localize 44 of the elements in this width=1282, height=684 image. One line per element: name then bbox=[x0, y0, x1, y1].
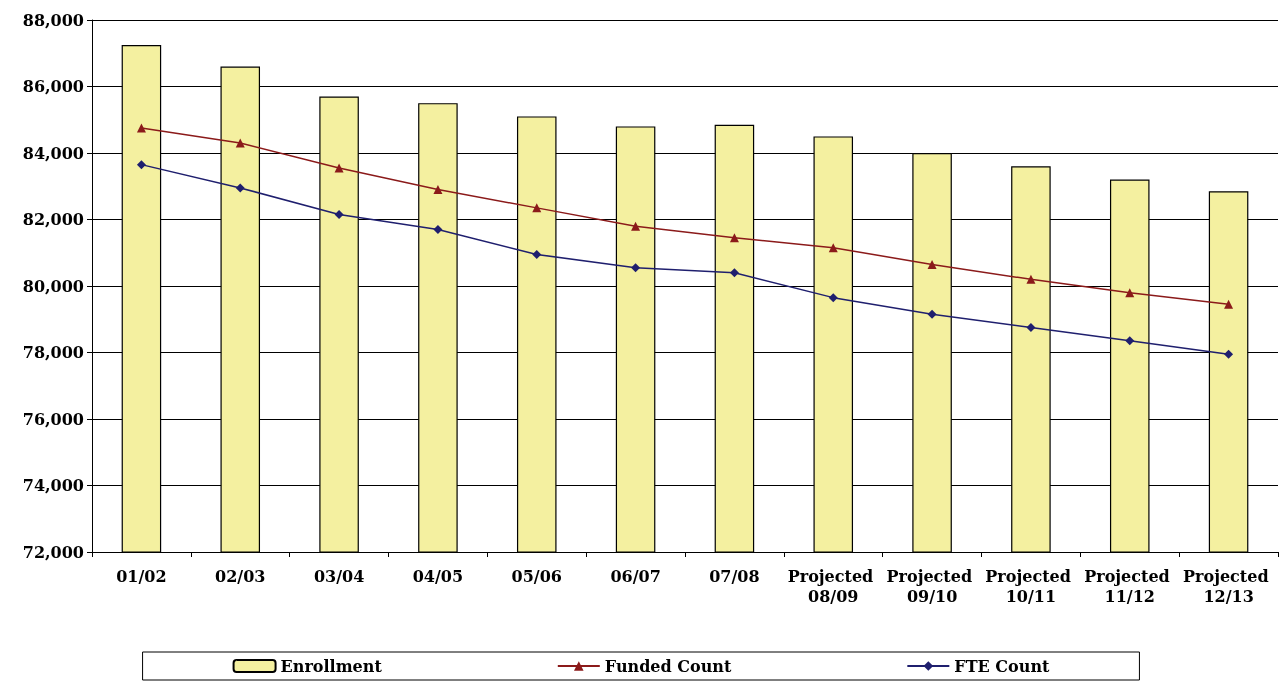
point bbox=[927, 259, 937, 269]
point bbox=[334, 210, 344, 220]
point bbox=[828, 293, 838, 303]
x-tick-label: Projected 09/10 bbox=[886, 566, 978, 606]
point bbox=[927, 309, 937, 319]
point bbox=[433, 224, 443, 234]
point bbox=[136, 160, 146, 170]
x-tick-label: 06/07 bbox=[610, 566, 661, 586]
y-tick-label: 78,000 bbox=[22, 343, 84, 362]
x-tick-label: 02/03 bbox=[215, 566, 266, 586]
y-tick-label: 82,000 bbox=[22, 210, 84, 229]
y-tick-label: 88,000 bbox=[22, 10, 84, 30]
point bbox=[1224, 349, 1234, 359]
point bbox=[631, 221, 641, 231]
point bbox=[235, 138, 245, 148]
y-tick-label: 72,000 bbox=[22, 542, 84, 562]
legend-label: Enrollment bbox=[280, 656, 383, 676]
point bbox=[729, 233, 739, 243]
x-tick-label: Projected 11/12 bbox=[1084, 566, 1176, 606]
point bbox=[1026, 323, 1036, 333]
point bbox=[1026, 274, 1036, 284]
x-tick-label: Projected 10/11 bbox=[985, 566, 1077, 606]
point bbox=[235, 183, 245, 193]
x-tick-label: 03/04 bbox=[313, 566, 365, 586]
legend-label: Funded Count bbox=[604, 656, 732, 676]
y-tick-label: 74,000 bbox=[22, 476, 84, 495]
point bbox=[433, 185, 443, 195]
y-tick-label: 80,000 bbox=[22, 276, 84, 296]
point bbox=[532, 249, 542, 259]
x-tick-label: Projected 08/09 bbox=[787, 566, 879, 606]
legend-label: FTE Count bbox=[954, 656, 1051, 676]
x-tick-label: Projected 12/13 bbox=[1183, 566, 1275, 606]
point bbox=[729, 268, 739, 278]
x-tick-label: 04/05 bbox=[412, 566, 464, 586]
y-tick-label: 76,000 bbox=[22, 409, 84, 429]
point bbox=[631, 263, 641, 273]
y-tick-label: 86,000 bbox=[22, 77, 84, 96]
point bbox=[1224, 299, 1234, 309]
point bbox=[136, 123, 146, 133]
x-tick-label: 05/06 bbox=[511, 566, 562, 586]
y-tick-label: 84,000 bbox=[22, 143, 84, 163]
x-tick-label: 01/02 bbox=[116, 566, 167, 586]
point bbox=[1125, 336, 1135, 346]
x-tick-label: 07/08 bbox=[709, 566, 760, 586]
